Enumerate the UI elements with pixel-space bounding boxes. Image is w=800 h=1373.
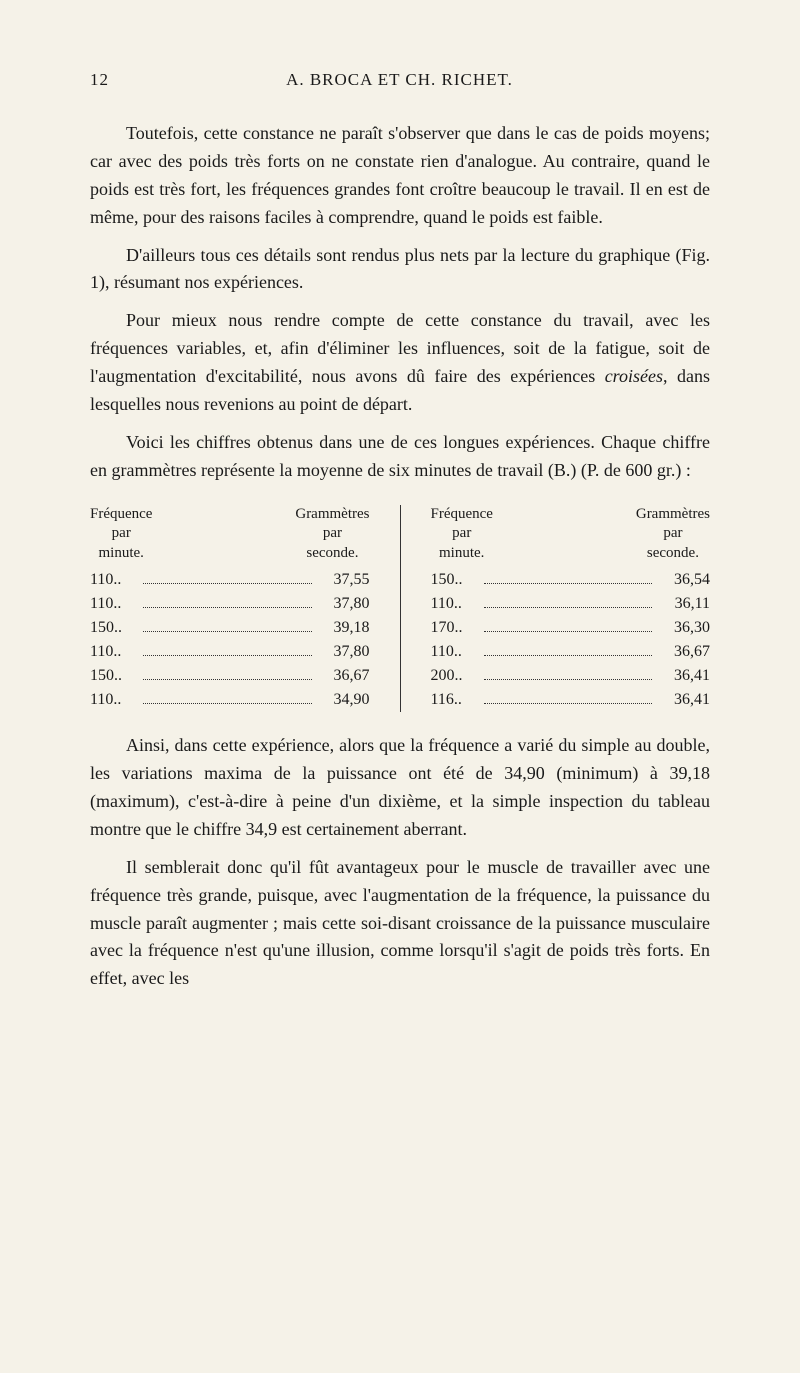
table-header-freq: Fréquence par minute. (90, 505, 152, 564)
table-cell-freq: 110.. (90, 568, 135, 592)
freq-label-r: Fréquence (431, 505, 493, 525)
table-row: 150.. 39,18 (90, 616, 370, 640)
table-dots (143, 606, 312, 608)
header-author: A. BROCA ET CH. RICHET. (109, 70, 690, 90)
paragraph-1: Toutefois, cette constance ne paraît s'o… (90, 120, 710, 232)
table-cell-freq: 116.. (431, 688, 476, 712)
gram-sub2-r: seconde. (636, 544, 710, 564)
table-dots (484, 582, 653, 584)
table-cell-freq: 150.. (90, 664, 135, 688)
table-dots (484, 630, 653, 632)
table-dots (484, 606, 653, 608)
table-dots (143, 702, 312, 704)
table-cell-value: 36,41 (660, 688, 710, 712)
table-right-body: 150.. 36,54 110.. 36,11 170.. 36,30 110.. 36,67… (431, 568, 711, 712)
table-row: 150.. 36,67 (90, 664, 370, 688)
table-cell-freq: 170.. (431, 616, 476, 640)
freq-sub2: minute. (90, 544, 152, 564)
paragraph-4: Voici les chiffres obtenus dans une de c… (90, 429, 710, 485)
freq-sub1-r: par (431, 524, 493, 544)
table-cell-value: 37,55 (320, 568, 370, 592)
table-cell-value: 36,67 (320, 664, 370, 688)
freq-sub1: par (90, 524, 152, 544)
table-cell-value: 37,80 (320, 592, 370, 616)
table-cell-freq: 110.. (431, 640, 476, 664)
gram-label: Grammètres (295, 505, 369, 525)
table-cell-freq: 150.. (90, 616, 135, 640)
paragraph-5: Ainsi, dans cette expérience, alors que … (90, 732, 710, 844)
table-row: 110.. 37,55 (90, 568, 370, 592)
table-row: 110.. 34,90 (90, 688, 370, 712)
page-container: 12 A. BROCA ET CH. RICHET. Toutefois, ce… (0, 0, 800, 1373)
table-cell-freq: 200.. (431, 664, 476, 688)
paragraph-3-italic: croisées (605, 366, 663, 386)
paragraph-6: Il semblerait donc qu'il fût avantageux … (90, 854, 710, 993)
table-cell-freq: 110.. (90, 640, 135, 664)
paragraph-3: Pour mieux nous rendre compte de cette c… (90, 307, 710, 419)
table-row: 110.. 36,11 (431, 592, 711, 616)
table-divider (400, 505, 401, 713)
table-dots (143, 654, 312, 656)
gram-label-r: Grammètres (636, 505, 710, 525)
table-cell-value: 34,90 (320, 688, 370, 712)
table-row: 110.. 37,80 (90, 592, 370, 616)
freq-label: Fréquence (90, 505, 152, 525)
table-row: 150.. 36,54 (431, 568, 711, 592)
page-number: 12 (90, 70, 109, 90)
table-right-column: Fréquence par minute. Grammètres par sec… (431, 505, 711, 713)
table-cell-freq: 110.. (431, 592, 476, 616)
header-spacer (690, 70, 710, 90)
table-dots (484, 702, 653, 704)
table-cell-value: 36,30 (660, 616, 710, 640)
table-cell-value: 36,67 (660, 640, 710, 664)
table-cell-freq: 110.. (90, 688, 135, 712)
table-row: 116.. 36,41 (431, 688, 711, 712)
table-left-body: 110.. 37,55 110.. 37,80 150.. 39,18 110.. 37,80… (90, 568, 370, 712)
table-dots (484, 678, 653, 680)
table-header-gram-r: Grammètres par seconde. (636, 505, 710, 564)
freq-sub2-r: minute. (431, 544, 493, 564)
table-cell-value: 36,54 (660, 568, 710, 592)
table-dots (143, 630, 312, 632)
table-dots (143, 582, 312, 584)
table-cell-value: 39,18 (320, 616, 370, 640)
tables-container: Fréquence par minute. Grammètres par sec… (90, 505, 710, 713)
gram-sub1-r: par (636, 524, 710, 544)
table-header-gram: Grammètres par seconde. (295, 505, 369, 564)
table-row: 110.. 37,80 (90, 640, 370, 664)
table-cell-freq: 150.. (431, 568, 476, 592)
paragraph-2: D'ailleurs tous ces détails sont rendus … (90, 242, 710, 298)
gram-sub2: seconde. (295, 544, 369, 564)
table-cell-value: 37,80 (320, 640, 370, 664)
table-dots (143, 678, 312, 680)
gram-sub1: par (295, 524, 369, 544)
table-row: 200.. 36,41 (431, 664, 711, 688)
table-cell-value: 36,11 (660, 592, 710, 616)
table-left-header: Fréquence par minute. Grammètres par sec… (90, 505, 370, 564)
table-row: 110.. 36,67 (431, 640, 711, 664)
table-dots (484, 654, 653, 656)
table-cell-freq: 110.. (90, 592, 135, 616)
page-header: 12 A. BROCA ET CH. RICHET. (90, 70, 710, 90)
table-header-freq-r: Fréquence par minute. (431, 505, 493, 564)
table-right-header: Fréquence par minute. Grammètres par sec… (431, 505, 711, 564)
table-left-column: Fréquence par minute. Grammètres par sec… (90, 505, 370, 713)
table-row: 170.. 36,30 (431, 616, 711, 640)
table-cell-value: 36,41 (660, 664, 710, 688)
